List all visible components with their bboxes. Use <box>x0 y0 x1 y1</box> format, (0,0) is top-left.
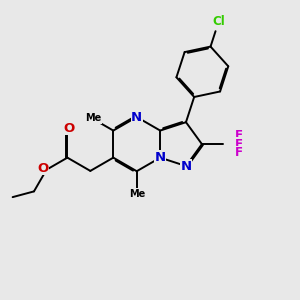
Text: Me: Me <box>85 113 102 124</box>
Text: O: O <box>37 162 49 175</box>
Text: F: F <box>235 146 243 159</box>
Text: O: O <box>63 122 74 135</box>
Text: N: N <box>154 151 166 164</box>
Text: Me: Me <box>129 189 145 199</box>
Text: F: F <box>235 129 243 142</box>
Text: Cl: Cl <box>212 15 225 28</box>
Text: N: N <box>180 160 191 172</box>
Text: N: N <box>131 110 142 124</box>
Text: F: F <box>235 138 243 151</box>
